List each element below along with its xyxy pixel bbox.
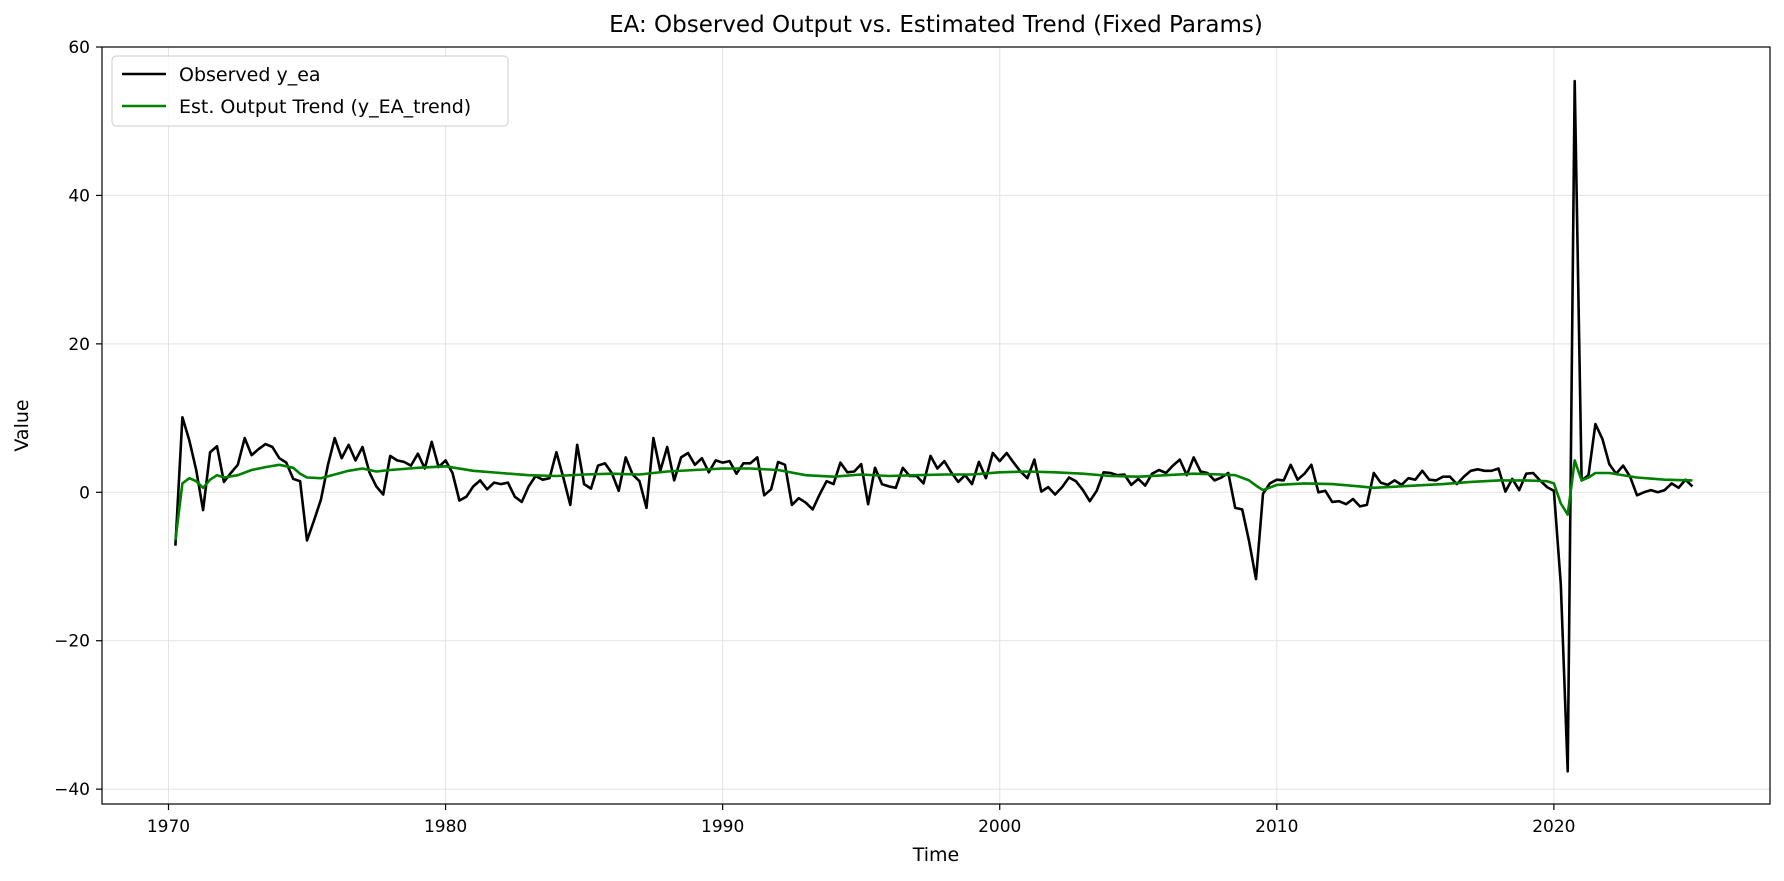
y-tick-label: 60 bbox=[68, 38, 90, 58]
x-tick-label: 2020 bbox=[1532, 817, 1575, 837]
legend: Observed y_ea Est. Output Trend (y_EA_tre… bbox=[111, 55, 509, 127]
legend-label: Observed y_ea bbox=[179, 64, 321, 86]
x-tick-label: 2010 bbox=[1255, 817, 1298, 837]
x-tick-label: 2000 bbox=[978, 817, 1021, 837]
x-tick-label: 1990 bbox=[701, 817, 744, 837]
y-tick-label: 20 bbox=[68, 335, 90, 355]
series-line-1 bbox=[174, 459, 1693, 541]
x-tick-label: 1970 bbox=[147, 817, 190, 837]
series-line-0 bbox=[174, 79, 1694, 773]
legend-box bbox=[111, 55, 509, 127]
y-tick-label: −20 bbox=[54, 632, 90, 652]
series-layer bbox=[174, 79, 1694, 773]
x-axis-title: Time bbox=[912, 844, 960, 866]
y-tick-label: 40 bbox=[68, 186, 90, 206]
y-axis-title: Value bbox=[11, 399, 33, 451]
x-tick-label: 1980 bbox=[424, 817, 467, 837]
plot-frame bbox=[101, 46, 1771, 805]
y-tick-label: 0 bbox=[79, 483, 90, 503]
plot-area bbox=[102, 47, 1770, 804]
y-tick-label: −40 bbox=[54, 780, 90, 800]
legend-label: Est. Output Trend (y_EA_trend) bbox=[179, 96, 471, 118]
chart-title: EA: Observed Output vs. Estimated Trend … bbox=[609, 12, 1263, 38]
axes: 1970 1980 1990 2000 2010 2020 −40 −20 0 20 40 60 bbox=[54, 38, 1575, 837]
